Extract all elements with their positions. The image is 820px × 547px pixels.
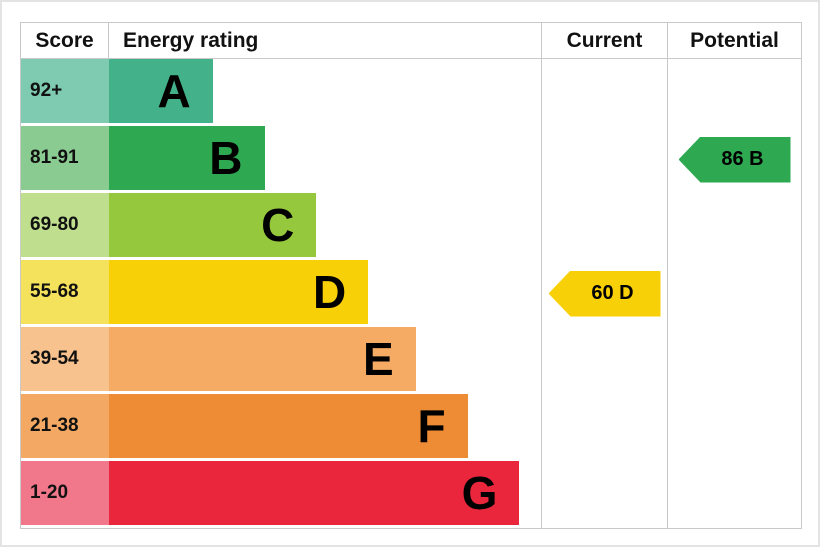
score-cell-f: 21-38: [21, 394, 109, 461]
potential-cell-b: 86 B: [667, 126, 801, 193]
score-range-label: 21-38: [21, 394, 109, 458]
rating-cell-e: E: [109, 327, 541, 394]
score-cell-e: 39-54: [21, 327, 109, 394]
current-rating-arrow: 60 D: [548, 270, 661, 317]
rating-bar-d: D: [109, 260, 369, 324]
current-cell-g: [541, 461, 667, 528]
band-letter: F: [417, 400, 446, 452]
score-range-label: 1-20: [21, 461, 109, 525]
current-cell-a: [541, 59, 667, 126]
current-cell-c: [541, 193, 667, 260]
epc-rating-chart: Score Energy rating Current Potential 92…: [20, 22, 802, 529]
rating-cell-c: C: [109, 193, 541, 260]
potential-cell-f: [667, 394, 801, 461]
potential-cell-c: [667, 193, 801, 260]
header-potential: Potential: [667, 23, 801, 58]
rating-bar-b: B: [109, 126, 265, 190]
current-rating-arrow-label: 60 D: [591, 282, 634, 304]
potential-cell-a: [667, 59, 801, 126]
potential-cell-d: [667, 260, 801, 327]
rating-bar-g: G: [109, 461, 520, 525]
rating-cell-f: F: [109, 394, 541, 461]
rating-cell-d: D: [109, 260, 541, 327]
score-cell-a: 92+: [21, 59, 109, 126]
rating-cell-a: A: [109, 59, 541, 126]
band-letter: E: [363, 333, 394, 385]
band-row-f: 21-38 F: [21, 394, 801, 461]
band-row-a: 92+ A: [21, 59, 801, 126]
header-energy-rating: Energy rating: [123, 28, 259, 52]
current-cell-e: [541, 327, 667, 394]
potential-rating-arrow: 86 B: [678, 136, 791, 183]
band-row-c: 69-80 C: [21, 193, 801, 260]
potential-cell-g: [667, 461, 801, 528]
current-cell-b: [541, 126, 667, 193]
rating-cell-g: G: [109, 461, 541, 528]
current-cell-f: [541, 394, 667, 461]
header-current: Current: [541, 23, 667, 58]
chart-header-row: Score Energy rating Current Potential: [21, 23, 801, 59]
rating-bar-f: F: [109, 394, 468, 458]
score-range-label: 81-91: [21, 126, 109, 190]
band-letter: D: [312, 266, 347, 318]
potential-cell-e: [667, 327, 801, 394]
band-letter: A: [157, 65, 191, 117]
score-range-label: 69-80: [21, 193, 109, 257]
score-cell-b: 81-91: [21, 126, 109, 193]
band-row-b: 81-91 B 86 B: [21, 126, 801, 193]
score-cell-g: 1-20: [21, 461, 109, 528]
rating-bar-c: C: [109, 193, 317, 257]
band-row-e: 39-54 E: [21, 327, 801, 394]
current-cell-d: 60 D: [541, 260, 667, 327]
rating-bar-e: E: [109, 327, 416, 391]
band-row-g: 1-20 G: [21, 461, 801, 528]
score-cell-c: 69-80: [21, 193, 109, 260]
band-letter: G: [461, 467, 498, 519]
score-cell-d: 55-68: [21, 260, 109, 327]
score-range-label: 55-68: [21, 260, 109, 324]
band-letter: C: [261, 199, 295, 251]
score-range-label: 39-54: [21, 327, 109, 391]
rating-cell-b: B: [109, 126, 541, 193]
band-rows: 92+ A 81-91 B 86 B 69-80 C 55-68 D 60 D 39-54 E 21-3…: [21, 59, 801, 528]
score-range-label: 92+: [21, 59, 109, 123]
band-row-d: 55-68 D 60 D: [21, 260, 801, 327]
rating-bar-a: A: [109, 59, 213, 123]
band-letter: B: [209, 132, 243, 184]
potential-rating-arrow-label: 86 B: [721, 148, 764, 170]
header-score: Score: [21, 23, 109, 58]
